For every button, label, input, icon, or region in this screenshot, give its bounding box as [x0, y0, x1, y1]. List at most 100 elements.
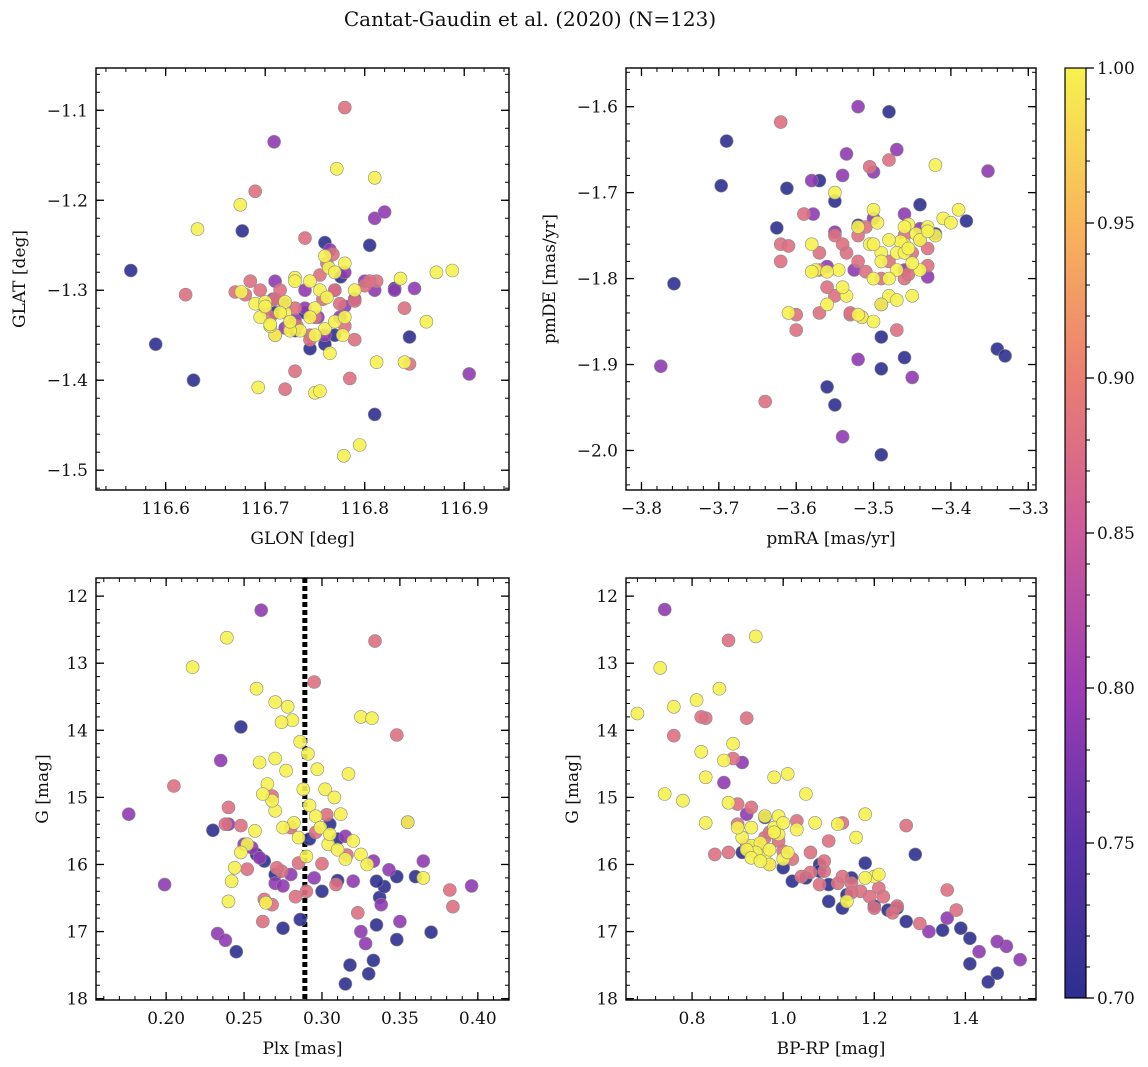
data-point	[840, 894, 854, 909]
data-point	[803, 845, 818, 860]
x-tick-label: −3.3	[1008, 499, 1049, 519]
panel-parallax-magnitude: 0.20 0.25 0.30 0.35 0.40 12 13 14 15 16 17 18 Plx […	[33, 577, 510, 1059]
x-tick-label: 0.20	[147, 1009, 185, 1029]
data-point	[726, 736, 740, 751]
data-point	[949, 903, 964, 917]
data-point	[274, 715, 289, 730]
data-point	[362, 274, 377, 289]
data-point	[251, 380, 266, 395]
data-point	[369, 355, 384, 370]
panel-sky-position: 116.6 116.7 116.8 116.9 −1.1 −1.2 −1.3 −1.4 −1.5…	[10, 67, 510, 549]
data-point	[389, 728, 404, 742]
y-axis-label: GLAT [deg]	[10, 230, 30, 328]
y-tick-label: −2.0	[577, 441, 618, 461]
data-point	[407, 281, 422, 296]
data-point	[185, 660, 200, 675]
data-point	[445, 263, 460, 278]
data-point	[804, 237, 819, 251]
data-point	[781, 239, 796, 253]
data-point	[374, 897, 389, 912]
colorbar-tick-label: 0.90	[1097, 369, 1135, 389]
data-point	[279, 763, 293, 778]
data-point	[874, 330, 889, 344]
data-point	[767, 770, 781, 785]
y-tick-label: −1.1	[47, 101, 88, 121]
data-point	[653, 359, 668, 374]
data-point	[870, 215, 885, 230]
data-point	[944, 215, 958, 230]
data-point	[354, 924, 368, 939]
data-point	[361, 966, 376, 981]
data-point	[835, 280, 850, 295]
data-point	[382, 862, 396, 877]
data-point	[397, 355, 412, 370]
data-point	[307, 675, 322, 689]
data-point	[298, 231, 312, 245]
data-point	[367, 407, 382, 422]
colorbar: 0.70 0.75 0.80 0.85 0.90 0.95 1.00	[1064, 59, 1135, 1009]
data-point	[429, 265, 444, 280]
y-tick-label: −1.8	[577, 270, 618, 290]
data-point	[346, 834, 361, 848]
data-point	[758, 809, 772, 824]
data-point	[835, 237, 850, 251]
data-point	[336, 448, 351, 463]
data-point	[889, 263, 904, 277]
data-point	[963, 931, 977, 946]
data-point	[812, 877, 827, 892]
data-point	[337, 256, 352, 271]
data-point	[972, 944, 986, 959]
data-point	[178, 287, 193, 302]
x-axis-label: GLON [deg]	[250, 529, 354, 549]
data-point	[350, 905, 365, 920]
data-point	[913, 233, 927, 247]
data-point	[365, 711, 379, 726]
y-tick-label: −1.7	[577, 184, 618, 204]
data-point	[990, 966, 1005, 981]
data-point	[874, 254, 889, 269]
x-tick-label: 116.8	[340, 499, 389, 519]
data-point	[990, 934, 1005, 949]
data-point	[922, 924, 936, 939]
data-point	[981, 975, 996, 989]
x-tick-label: −3.4	[930, 499, 971, 519]
data-point	[234, 818, 248, 833]
data-point	[255, 914, 270, 929]
data-point	[835, 429, 850, 444]
data-point	[780, 181, 794, 196]
data-point	[897, 350, 912, 365]
data-point	[901, 241, 916, 256]
data-point	[781, 306, 796, 320]
data-point	[288, 274, 302, 289]
data-point	[280, 699, 295, 714]
data-point	[263, 317, 278, 332]
data-point	[341, 767, 356, 781]
y-axis-label: G [mag]	[563, 754, 583, 823]
data-point	[851, 254, 865, 269]
data-point	[871, 867, 886, 882]
data-point	[224, 874, 239, 889]
data-point	[874, 447, 889, 462]
data-point	[905, 256, 920, 270]
data-point	[897, 220, 912, 234]
y-tick-label: −1.2	[47, 191, 88, 211]
data-point	[666, 699, 681, 714]
y-axis-label: G [mag]	[33, 754, 53, 823]
data-point	[951, 203, 966, 217]
data-point	[920, 224, 935, 239]
data-point	[367, 211, 382, 226]
data-point	[835, 869, 850, 884]
data-point	[867, 901, 882, 915]
data-point	[234, 845, 248, 860]
data-point	[121, 807, 136, 822]
y-tick-label: 18	[596, 990, 618, 1010]
data-point	[329, 162, 344, 176]
data-point	[803, 865, 818, 880]
data-point	[248, 824, 262, 838]
data-point	[908, 847, 923, 862]
data-point	[698, 770, 713, 785]
data-point	[866, 237, 881, 251]
data-point	[308, 809, 323, 824]
data-point	[689, 693, 704, 707]
data-point	[218, 817, 233, 832]
